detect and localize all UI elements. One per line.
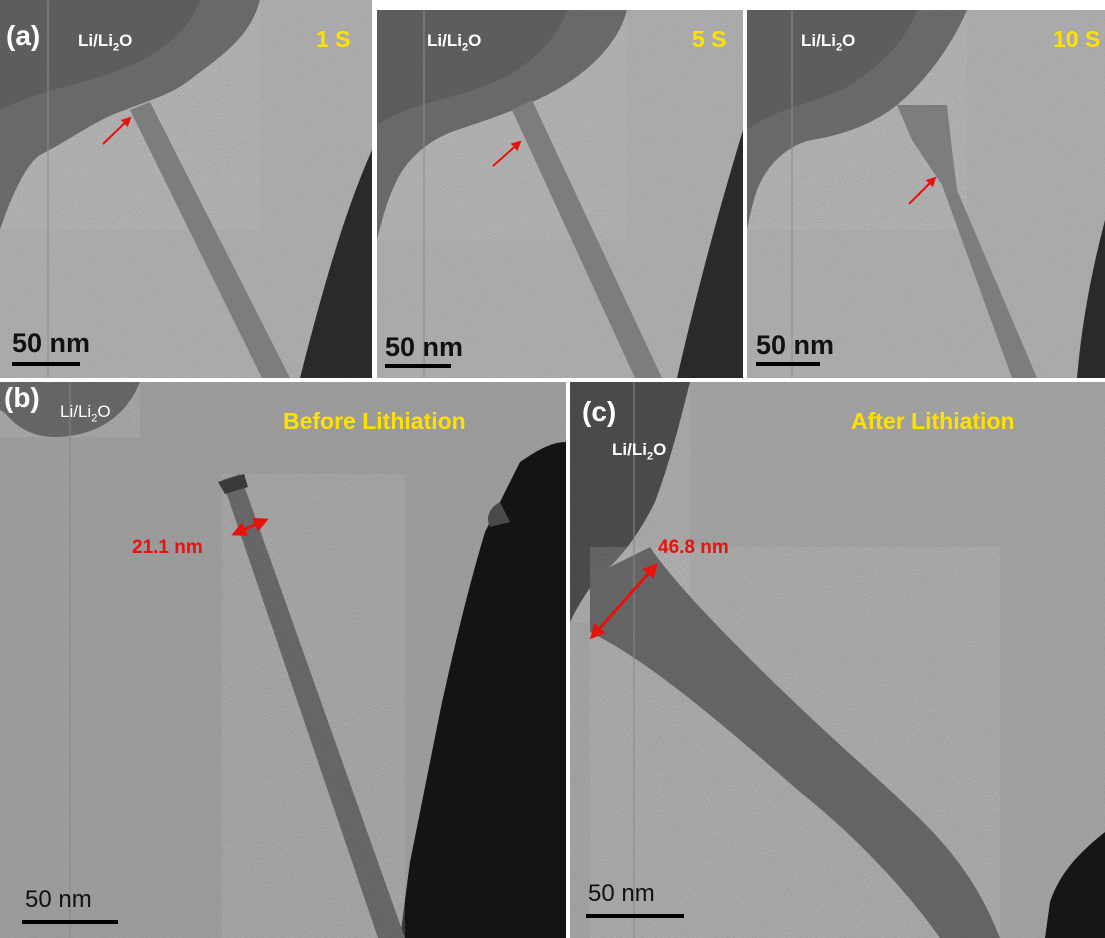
tem-image-a1: [0, 0, 372, 378]
panel-letter-b: (b): [4, 382, 40, 413]
time-label: 5 S: [692, 26, 727, 52]
tem-image-a3: [747, 10, 1105, 378]
stage-label: After Lithiation: [851, 408, 1015, 434]
scale-bar: [756, 362, 820, 366]
panel-letter-a: (a): [6, 20, 41, 51]
scale-bar: [12, 362, 80, 366]
panel-b: (b) Li/Li2O Before Lithiation 21.1 nm 50…: [0, 382, 566, 938]
panel-letter-c: (c): [582, 396, 617, 427]
electrode-label: Li/Li2O: [612, 440, 667, 463]
scale-bar-label: 50 nm: [385, 332, 464, 362]
electrode-label: Li/Li2O: [60, 402, 111, 425]
stage-label: Before Lithiation: [283, 408, 466, 434]
tem-image-c: [570, 382, 1105, 938]
tem-image-b: [0, 382, 566, 938]
diameter-measurement: 21.1 nm: [132, 537, 203, 558]
electrode-label: Li/Li2O: [801, 31, 856, 54]
scale-bar: [586, 914, 684, 918]
scale-bar: [385, 364, 451, 368]
time-label: 10 S: [1053, 26, 1101, 52]
panel-a-frame-2: Li/Li2O 5 S 50 nm: [377, 10, 743, 378]
panel-a-frame-3: Li/Li2O 10 S 50 nm: [747, 10, 1105, 378]
electrode-label: Li/Li2O: [78, 31, 133, 54]
time-label: 1 S: [316, 26, 351, 52]
scale-bar-label: 50 nm: [12, 328, 91, 358]
scale-bar-label: 50 nm: [25, 886, 92, 913]
panel-c: (c) Li/Li2O After Lithiation 46.8 nm 50 …: [570, 382, 1105, 938]
electrode-label: Li/Li2O: [427, 31, 482, 54]
tem-image-a2: [377, 10, 743, 378]
scale-bar: [22, 920, 118, 924]
panel-a-frame-1: (a) Li/Li2O 1 S 50 nm: [0, 0, 372, 378]
scale-bar-label: 50 nm: [756, 330, 835, 360]
diameter-measurement: 46.8 nm: [658, 537, 729, 558]
scale-bar-label: 50 nm: [588, 880, 655, 907]
